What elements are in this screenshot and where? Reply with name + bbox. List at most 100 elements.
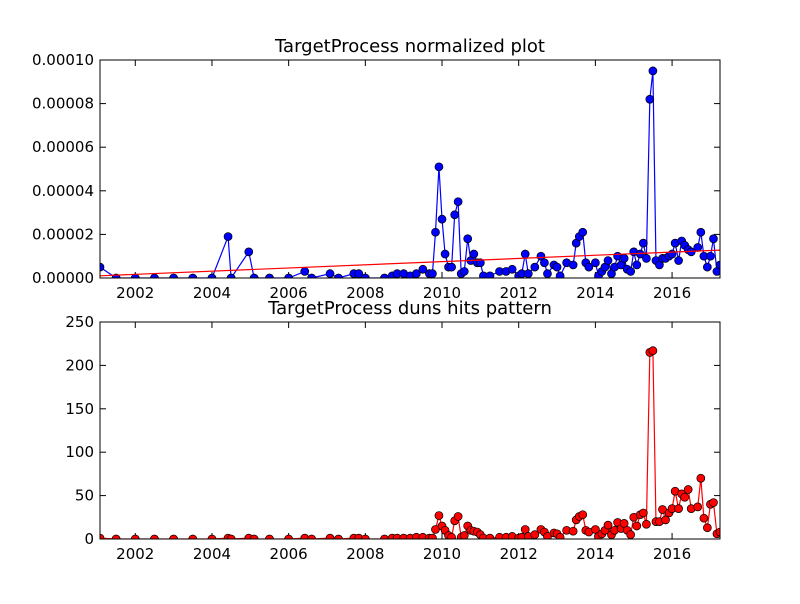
marker bbox=[249, 534, 259, 539]
marker bbox=[453, 197, 463, 207]
marker bbox=[674, 504, 683, 513]
marker bbox=[450, 210, 460, 220]
marker bbox=[223, 232, 233, 241]
line bbox=[100, 249, 720, 277]
marker bbox=[284, 534, 293, 539]
marker bbox=[476, 258, 485, 268]
marker bbox=[249, 273, 259, 278]
marker bbox=[603, 256, 613, 265]
plot-area bbox=[100, 66, 720, 278]
x-tick-label: 2008 bbox=[346, 545, 384, 563]
marker bbox=[706, 251, 715, 261]
marker bbox=[568, 526, 578, 536]
marker bbox=[693, 243, 703, 252]
marker bbox=[130, 534, 140, 539]
marker bbox=[696, 473, 706, 483]
y-tick-label: 0.00010 bbox=[32, 51, 94, 69]
marker bbox=[459, 267, 469, 276]
y-tick-label: 100 bbox=[65, 443, 94, 461]
marker bbox=[188, 534, 198, 539]
x-tick-label: 2014 bbox=[576, 545, 614, 563]
marker bbox=[709, 234, 718, 244]
marker bbox=[552, 262, 562, 272]
axes-frame bbox=[99, 59, 721, 279]
marker bbox=[693, 502, 703, 512]
marker bbox=[648, 66, 658, 76]
x-tick-label: 2016 bbox=[653, 284, 691, 302]
axes-frame bbox=[99, 321, 721, 540]
x-tick-label: 2002 bbox=[116, 284, 154, 302]
marker bbox=[244, 247, 254, 257]
marker bbox=[638, 238, 648, 248]
x-tick-label: 2012 bbox=[500, 284, 538, 302]
marker bbox=[555, 271, 565, 278]
marker bbox=[100, 262, 105, 272]
marker bbox=[584, 262, 594, 272]
marker bbox=[188, 273, 198, 278]
marker bbox=[463, 234, 473, 244]
x-tick-label: 2010 bbox=[423, 284, 461, 302]
marker bbox=[100, 533, 105, 539]
marker bbox=[418, 264, 428, 274]
marker bbox=[226, 534, 236, 539]
marker bbox=[603, 520, 613, 530]
marker bbox=[459, 531, 469, 539]
marker bbox=[265, 273, 274, 278]
marker bbox=[169, 534, 178, 539]
marker bbox=[696, 227, 706, 237]
marker bbox=[284, 273, 293, 278]
marker bbox=[683, 485, 693, 494]
y-tick-label: 0.00002 bbox=[32, 225, 94, 243]
marker bbox=[715, 260, 720, 270]
marker bbox=[434, 162, 444, 172]
y-tick-label: 150 bbox=[65, 400, 94, 418]
marker bbox=[543, 269, 552, 278]
marker bbox=[325, 533, 335, 539]
marker bbox=[434, 511, 444, 520]
marker bbox=[428, 269, 437, 278]
marker bbox=[619, 254, 629, 263]
x-tick-label: 2016 bbox=[653, 545, 691, 563]
marker bbox=[169, 273, 178, 278]
marker bbox=[431, 227, 440, 237]
marker bbox=[648, 346, 658, 355]
marker bbox=[702, 262, 712, 272]
marker bbox=[380, 273, 389, 278]
marker bbox=[207, 534, 217, 539]
marker bbox=[632, 260, 642, 270]
x-tick-label: 2006 bbox=[270, 284, 308, 302]
x-tick-label: 2002 bbox=[116, 545, 154, 563]
marker bbox=[437, 214, 447, 224]
marker bbox=[485, 271, 495, 278]
marker bbox=[591, 258, 600, 268]
marker bbox=[447, 532, 456, 539]
marker bbox=[507, 264, 517, 274]
marker bbox=[632, 521, 642, 531]
y-tick-label: 200 bbox=[65, 356, 94, 374]
chart-title: TargetProcess normalized plot bbox=[274, 36, 545, 57]
x-tick-label: 2004 bbox=[193, 284, 231, 302]
marker bbox=[380, 534, 389, 539]
marker bbox=[360, 273, 370, 278]
chart-title: TargetProcess duns hits pattern bbox=[267, 298, 552, 319]
y-tick-label: 0.00000 bbox=[32, 269, 94, 287]
marker bbox=[540, 258, 549, 268]
marker bbox=[307, 273, 317, 278]
marker bbox=[520, 249, 530, 259]
marker bbox=[360, 534, 370, 539]
marker bbox=[334, 534, 343, 539]
marker bbox=[702, 523, 712, 533]
marker bbox=[447, 262, 456, 272]
y-tick-label: 50 bbox=[75, 487, 94, 505]
marker bbox=[642, 254, 651, 263]
marker bbox=[578, 510, 588, 520]
marker bbox=[530, 262, 540, 272]
marker bbox=[300, 267, 310, 276]
marker bbox=[667, 249, 677, 259]
marker bbox=[226, 273, 236, 278]
y-tick-label: 0.00004 bbox=[32, 182, 94, 200]
x-tick-label: 2006 bbox=[270, 545, 308, 563]
